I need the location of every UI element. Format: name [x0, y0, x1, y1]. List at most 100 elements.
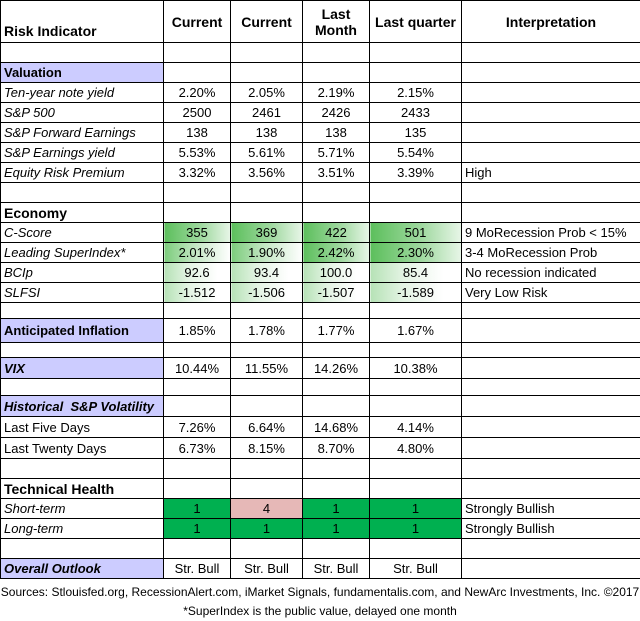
table-row: S&P 500 2500 2461 2426 2433 [0, 102, 640, 123]
interpretation [461, 82, 640, 103]
value-current-2: 138 [230, 122, 303, 143]
value-last-quarter: 3.39% [369, 162, 462, 183]
value-current-2: 6.64% [230, 416, 303, 438]
interpretation: 9 MoRecession Prob < 15% [461, 222, 640, 243]
row-label: Equity Risk Premium [0, 162, 164, 183]
spacer-row [0, 302, 640, 319]
value-current-1: 138 [163, 122, 231, 143]
value-current-1: 2.20% [163, 82, 231, 103]
value-last-month: 1 [302, 518, 370, 539]
value-last-quarter: 85.4 [369, 262, 462, 283]
value-last-month: -1.507 [302, 282, 370, 303]
table-row: Short-term 1 4 1 1 Strongly Bullish [0, 498, 640, 519]
value-current-1: 2500 [163, 102, 231, 123]
table-row-inflation: Anticipated Inflation 1.85% 1.78% 1.77% … [0, 318, 640, 343]
spacer-row [0, 342, 640, 358]
interpretation [461, 357, 640, 379]
value-last-quarter: 4.14% [369, 416, 462, 438]
value-last-month: Str. Bull [302, 558, 370, 579]
section-valuation: Valuation [0, 62, 164, 83]
value-current-2: 11.55% [230, 357, 303, 379]
value-last-month: 100.0 [302, 262, 370, 283]
value-last-quarter: 1 [369, 518, 462, 539]
table-row-vix: VIX 10.44% 11.55% 14.26% 10.38% [0, 357, 640, 379]
section-vix: VIX [0, 357, 164, 379]
table-row: SLFSI -1.512 -1.506 -1.507 -1.589 Very L… [0, 282, 640, 303]
table-row: Equity Risk Premium 3.32% 3.56% 3.51% 3.… [0, 162, 640, 183]
value-last-quarter: 2433 [369, 102, 462, 123]
row-label: Last Five Days [0, 416, 164, 438]
value-current-1: 2.01% [163, 242, 231, 263]
value-current-1: 6.73% [163, 437, 231, 459]
row-label: C-Score [0, 222, 164, 243]
row-label: BCIp [0, 262, 164, 283]
value-last-quarter: 135 [369, 122, 462, 143]
value-current-2: 4 [230, 498, 303, 519]
value-current-1: Str. Bull [163, 558, 231, 579]
row-label: S&P Forward Earnings [0, 122, 164, 143]
header-last-quarter: Last quarter [369, 0, 462, 43]
value-last-month: 14.26% [302, 357, 370, 379]
value-last-month: 1.77% [302, 318, 370, 343]
row-label: Leading SuperIndex* [0, 242, 164, 263]
section-historical-volatility: Historical S&P Volatility [0, 395, 164, 417]
row-label: Last Twenty Days [0, 437, 164, 459]
value-current-1: 7.26% [163, 416, 231, 438]
row-label: Long-term [0, 518, 164, 539]
value-last-quarter: 2.15% [369, 82, 462, 103]
value-current-1: 5.53% [163, 142, 231, 163]
section-overall-outlook: Overall Outlook [0, 558, 164, 579]
row-label: Ten-year note yield [0, 82, 164, 103]
value-last-month: 2.19% [302, 82, 370, 103]
table-row: Last Twenty Days 6.73% 8.15% 8.70% 4.80% [0, 437, 640, 459]
header-last-month: Last Month [302, 0, 370, 43]
value-current-2: Str. Bull [230, 558, 303, 579]
table-row: Ten-year note yield 2.20% 2.05% 2.19% 2.… [0, 82, 640, 103]
spacer-row [0, 538, 640, 559]
value-last-month: 1 [302, 498, 370, 519]
value-last-month: 2426 [302, 102, 370, 123]
risk-table: Risk Indicator Current Current Last Month… [0, 0, 640, 579]
table-row: Leading SuperIndex* 2.01% 1.90% 2.42% 2.… [0, 242, 640, 263]
interpretation: Very Low Risk [461, 282, 640, 303]
interpretation: Strongly Bullish [461, 518, 640, 539]
value-last-quarter: 501 [369, 222, 462, 243]
table-row: BCIp 92.6 93.4 100.0 85.4 No recession i… [0, 262, 640, 283]
value-last-quarter: 1.67% [369, 318, 462, 343]
section-row-volatility: Historical S&P Volatility [0, 395, 640, 417]
value-last-quarter: -1.589 [369, 282, 462, 303]
row-label: S&P Earnings yield [0, 142, 164, 163]
interpretation: No recession indicated [461, 262, 640, 283]
value-current-1: 1 [163, 498, 231, 519]
value-last-quarter: 4.80% [369, 437, 462, 459]
section-technical-health: Technical Health [0, 478, 164, 499]
table-row: S&P Earnings yield 5.53% 5.61% 5.71% 5.5… [0, 142, 640, 163]
interpretation [461, 318, 640, 343]
table-row: C-Score 355 369 422 501 9 MoRecession Pr… [0, 222, 640, 243]
value-current-2: 8.15% [230, 437, 303, 459]
value-current-2: 2461 [230, 102, 303, 123]
value-last-month: 14.68% [302, 416, 370, 438]
value-last-month: 2.42% [302, 242, 370, 263]
value-last-month: 3.51% [302, 162, 370, 183]
interpretation: 3-4 MoRecession Prob [461, 242, 640, 263]
section-row-technical: Technical Health [0, 478, 640, 499]
value-last-quarter: 10.38% [369, 357, 462, 379]
section-row-economy: Economy [0, 202, 640, 223]
superindex-footnote: *SuperIndex is the public value, delayed… [183, 604, 457, 618]
value-last-month: 422 [302, 222, 370, 243]
interpretation: High [461, 162, 640, 183]
value-current-1: 3.32% [163, 162, 231, 183]
value-last-month: 5.71% [302, 142, 370, 163]
header-risk-indicator: Risk Indicator [0, 0, 164, 43]
header-last-month-line2: Month [315, 21, 357, 38]
value-current-1: 1.85% [163, 318, 231, 343]
value-current-2: 2.05% [230, 82, 303, 103]
value-current-2: 1.90% [230, 242, 303, 263]
value-current-2: -1.506 [230, 282, 303, 303]
header-interpretation: Interpretation [461, 0, 640, 43]
header-current-1: Current [163, 0, 231, 43]
header-last-month-line1: Last [321, 5, 351, 22]
value-last-month: 8.70% [302, 437, 370, 459]
